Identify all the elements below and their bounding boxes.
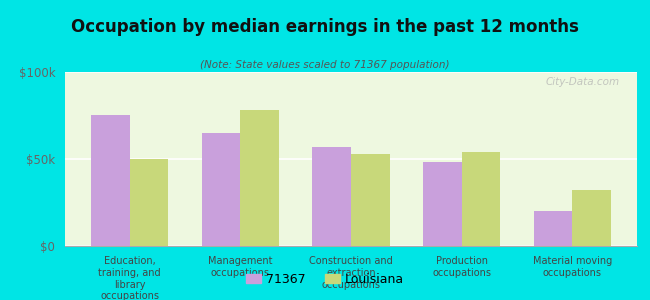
Text: City-Data.com: City-Data.com <box>546 77 620 87</box>
Bar <box>351 154 390 246</box>
Bar <box>91 116 130 246</box>
Bar <box>423 163 462 246</box>
Bar <box>240 110 279 246</box>
Bar <box>462 152 501 246</box>
Bar <box>130 159 168 246</box>
Text: (Note: State values scaled to 71367 population): (Note: State values scaled to 71367 popu… <box>200 60 450 70</box>
Bar <box>534 211 572 246</box>
Bar <box>312 147 351 246</box>
Bar <box>572 190 611 246</box>
Bar <box>202 133 240 246</box>
Legend: 71367, Louisiana: 71367, Louisiana <box>241 268 409 291</box>
Text: Occupation by median earnings in the past 12 months: Occupation by median earnings in the pas… <box>71 18 579 36</box>
